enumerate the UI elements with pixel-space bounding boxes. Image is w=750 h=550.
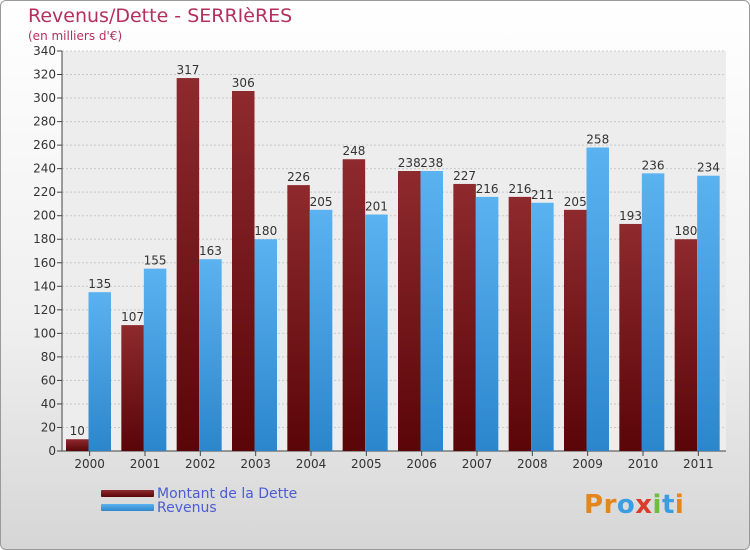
data-label-debt: 10	[70, 424, 85, 438]
x-tick-label: 2008	[517, 457, 548, 471]
logo-letter: t	[661, 490, 675, 520]
logo-letter: i	[674, 490, 685, 520]
proxiti-logo: Proxiti	[584, 490, 684, 520]
legend-swatch-debt	[101, 490, 154, 497]
bars	[66, 78, 720, 452]
legend-label-revenue: Revenus	[157, 500, 217, 516]
data-label-debt: 227	[453, 169, 476, 183]
bar-debt	[287, 185, 310, 451]
y-tick-label: 300	[33, 91, 56, 105]
logo-letter: i	[652, 490, 662, 520]
bar-debt	[342, 159, 366, 451]
y-tick-label: 180	[33, 232, 56, 246]
data-label-debt: 317	[176, 63, 199, 77]
bar-debt	[619, 223, 642, 451]
y-tick-label: 160	[33, 256, 56, 270]
x-tick-label: 2009	[572, 457, 603, 471]
bar-revenue	[475, 196, 499, 451]
y-tick-label: 0	[48, 444, 56, 458]
logo-letter: o	[616, 490, 636, 520]
data-label-revenue: 238	[420, 156, 443, 170]
logo-letter: r	[603, 490, 617, 520]
x-tick-label: 2002	[185, 457, 216, 471]
data-label-debt: 180	[674, 224, 697, 238]
grid	[62, 50, 726, 452]
y-tick-label: 120	[33, 303, 56, 317]
data-label-debt: 216	[508, 182, 531, 196]
y-tick-label: 100	[33, 326, 56, 340]
plot-area	[62, 51, 726, 451]
y-tick-label: 20	[41, 420, 56, 434]
data-label-revenue: 211	[531, 188, 554, 202]
y-tick-label: 60	[41, 373, 56, 387]
y-tick-label: 340	[33, 44, 56, 58]
y-tick-label: 200	[33, 209, 56, 223]
bar-revenue	[309, 209, 333, 451]
data-label-revenue: 236	[642, 158, 665, 172]
logo-letter: x	[635, 490, 653, 520]
data-label-revenue: 163	[199, 244, 222, 258]
data-label-debt: 238	[398, 156, 421, 170]
bar-revenue	[586, 147, 609, 451]
legend-swatch-revenue	[101, 504, 154, 511]
logo-letter: P	[584, 490, 604, 520]
bar-debt	[176, 78, 200, 451]
y-tick-label: 240	[33, 162, 56, 176]
y-tick-label: 280	[33, 115, 56, 129]
bar-revenue	[641, 173, 665, 451]
bar-revenue	[199, 259, 222, 451]
data-label-debt: 248	[342, 144, 365, 158]
data-label-revenue: 216	[476, 182, 499, 196]
y-tick-label: 220	[33, 185, 56, 199]
data-label-revenue: 234	[697, 161, 720, 175]
data-label-revenue: 205	[310, 195, 333, 209]
bar-revenue	[254, 239, 277, 451]
y-tick-label: 140	[33, 279, 56, 293]
x-tick-label: 2005	[351, 457, 382, 471]
chart-title: Revenus/Dette - SERRIèRES	[28, 5, 293, 27]
bar-revenue	[365, 214, 388, 451]
x-tick-label: 2006	[406, 457, 437, 471]
x-tick-label: 2007	[462, 457, 493, 471]
data-label-revenue: 201	[365, 200, 388, 214]
bar-debt	[674, 239, 698, 451]
bar-debt	[121, 325, 144, 451]
bar-debt	[398, 171, 421, 451]
data-label-debt: 226	[287, 170, 310, 184]
bar-debt	[453, 183, 476, 452]
data-label-debt: 193	[619, 209, 642, 223]
x-tick-label: 2003	[240, 457, 271, 471]
bar-debt	[508, 196, 532, 451]
data-label-revenue: 258	[586, 132, 609, 146]
x-tick-label: 2001	[130, 457, 161, 471]
y-tick-label: 260	[33, 138, 56, 152]
data-label-revenue: 180	[254, 224, 277, 238]
data-label-debt: 205	[564, 195, 587, 209]
bar-debt	[232, 91, 255, 451]
bar-debt	[66, 439, 89, 451]
y-tick-label: 320	[33, 68, 56, 82]
bar-revenue	[697, 175, 720, 452]
bar-revenue	[88, 292, 111, 451]
bar-revenue	[420, 171, 443, 451]
data-label-debt: 107	[121, 310, 144, 324]
bar-revenue	[143, 268, 167, 451]
data-label-revenue: 135	[88, 277, 111, 291]
x-tick-label: 2010	[628, 457, 659, 471]
y-tick-label: 40	[41, 397, 56, 411]
bar-revenue	[531, 202, 554, 451]
data-label-debt: 306	[232, 76, 255, 90]
x-tick-label: 2011	[683, 457, 714, 471]
data-label-revenue: 155	[144, 254, 167, 268]
x-tick-label: 2000	[74, 457, 105, 471]
chart-subtitle: (en milliers d'€)	[28, 29, 123, 43]
axes: 0 20 40 60 80 100 120 140 160 180 200 220 240 260 280 3…	[33, 44, 726, 471]
bar-debt	[564, 209, 587, 451]
x-tick-label: 2004	[296, 457, 327, 471]
legend-label-debt: Montant de la Dette	[157, 486, 298, 502]
y-tick-label: 80	[41, 350, 56, 364]
